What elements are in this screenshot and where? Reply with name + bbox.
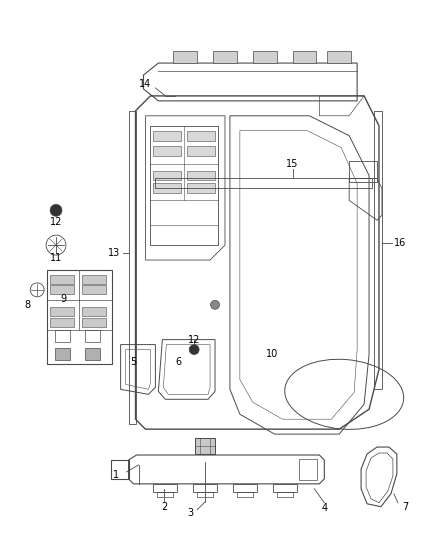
- Bar: [277, 492, 293, 497]
- Text: 16: 16: [394, 238, 406, 248]
- Bar: [153, 146, 181, 156]
- Circle shape: [50, 204, 62, 216]
- Text: 4: 4: [321, 503, 327, 513]
- Bar: [150, 126, 218, 245]
- Bar: [273, 484, 297, 492]
- Bar: [157, 492, 173, 497]
- Bar: [374, 111, 382, 389]
- Bar: [153, 484, 177, 492]
- Text: 12: 12: [188, 335, 200, 345]
- Text: 2: 2: [161, 502, 167, 512]
- Bar: [85, 330, 100, 342]
- Bar: [82, 275, 106, 284]
- Text: 7: 7: [402, 502, 408, 512]
- Bar: [129, 111, 135, 424]
- Text: 6: 6: [175, 357, 181, 367]
- Text: 1: 1: [113, 470, 119, 480]
- Text: 9: 9: [60, 294, 66, 304]
- Bar: [153, 171, 181, 181]
- Bar: [253, 51, 277, 63]
- Text: 13: 13: [108, 248, 120, 258]
- Text: 15: 15: [286, 158, 299, 168]
- Bar: [50, 285, 74, 294]
- Bar: [153, 183, 181, 193]
- Bar: [82, 318, 106, 327]
- Bar: [50, 307, 74, 316]
- Bar: [155, 179, 372, 188]
- Circle shape: [211, 300, 219, 309]
- Circle shape: [189, 345, 199, 354]
- Bar: [327, 51, 351, 63]
- Bar: [187, 131, 215, 141]
- Bar: [193, 484, 217, 492]
- Bar: [293, 51, 316, 63]
- Bar: [173, 51, 197, 63]
- Text: 5: 5: [131, 357, 137, 367]
- Bar: [197, 492, 213, 497]
- Text: 10: 10: [265, 349, 278, 359]
- Bar: [237, 492, 253, 497]
- Bar: [187, 171, 215, 181]
- Bar: [85, 348, 100, 360]
- Text: 14: 14: [139, 79, 152, 89]
- Bar: [349, 160, 377, 182]
- Text: 11: 11: [50, 253, 62, 263]
- Bar: [187, 146, 215, 156]
- Text: 8: 8: [24, 300, 30, 310]
- Bar: [300, 459, 318, 480]
- Bar: [55, 330, 70, 342]
- Bar: [213, 51, 237, 63]
- Bar: [187, 183, 215, 193]
- Bar: [50, 318, 74, 327]
- Text: 3: 3: [187, 508, 193, 518]
- Bar: [50, 275, 74, 284]
- Text: 12: 12: [50, 217, 62, 227]
- Bar: [233, 484, 257, 492]
- Bar: [82, 307, 106, 316]
- Bar: [47, 270, 112, 365]
- Bar: [55, 348, 70, 360]
- Bar: [195, 438, 215, 454]
- Bar: [153, 131, 181, 141]
- Bar: [82, 285, 106, 294]
